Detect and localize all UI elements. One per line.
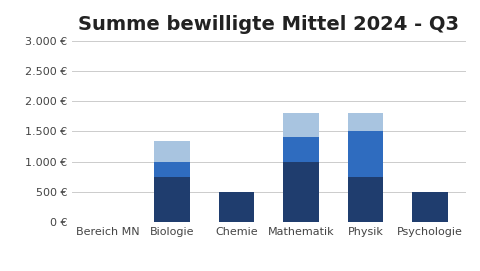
Bar — [283, 162, 319, 222]
Bar — [348, 177, 383, 222]
Bar — [348, 131, 383, 177]
Bar — [155, 162, 190, 177]
Bar — [219, 192, 254, 222]
Bar — [155, 177, 190, 222]
Bar — [283, 137, 319, 162]
Bar — [155, 140, 190, 162]
Bar — [283, 113, 319, 137]
Bar — [412, 192, 448, 222]
Title: Summe bewilligte Mittel 2024 - Q3: Summe bewilligte Mittel 2024 - Q3 — [78, 15, 459, 34]
Bar — [348, 113, 383, 131]
